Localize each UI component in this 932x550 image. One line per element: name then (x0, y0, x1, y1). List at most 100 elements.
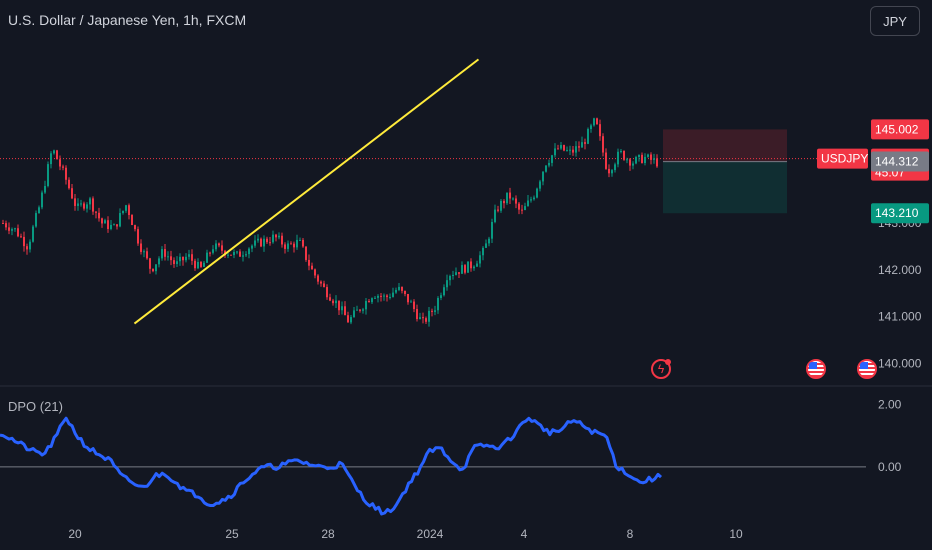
candle-body (389, 296, 391, 298)
candle-body (512, 198, 514, 200)
candle-body (248, 248, 250, 255)
candle-body (551, 155, 553, 163)
candle-body (302, 239, 304, 247)
candle-body (305, 246, 307, 260)
candle-body (293, 243, 295, 248)
candle-body (278, 235, 280, 238)
candle-body (212, 249, 214, 253)
stop-loss-zone (663, 129, 787, 162)
candle-body (254, 240, 256, 246)
candle-body (113, 224, 115, 226)
candle-body (68, 179, 70, 189)
candle-body (182, 256, 184, 261)
candle-body (5, 223, 7, 228)
candle-body (146, 251, 148, 259)
candle-body (452, 274, 454, 277)
candle-body (89, 198, 91, 205)
candle-body (110, 224, 112, 229)
candle-body (419, 317, 421, 320)
us-flag-event-icon[interactable] (857, 359, 877, 379)
candle-body (140, 243, 142, 252)
candle-body (614, 164, 616, 171)
target-price-label: 143.210 (875, 206, 919, 220)
candle-body (215, 243, 217, 250)
candle-body (161, 249, 163, 259)
candle-body (611, 170, 613, 174)
candle-body (101, 218, 103, 224)
candle-body (77, 203, 79, 206)
candle-body (65, 167, 67, 180)
candle-body (47, 164, 49, 187)
candle-body (338, 300, 340, 311)
symbol-tag-bg (817, 148, 868, 169)
currency-button[interactable]: JPY (870, 6, 920, 36)
candle-body (188, 254, 190, 257)
candle-body (563, 145, 565, 151)
candle-body (236, 251, 238, 253)
candle-body (275, 234, 277, 238)
candle-body (26, 246, 28, 250)
candle-body (656, 158, 658, 167)
candle-body (398, 286, 400, 290)
candle-body (644, 156, 646, 164)
candle-body (128, 205, 130, 215)
candle-body (356, 309, 358, 311)
candle-body (539, 181, 541, 189)
candle-body (191, 254, 193, 261)
candle-body (131, 214, 133, 226)
candle-body (518, 203, 520, 210)
candle-body (584, 142, 586, 144)
candle-body (464, 265, 466, 273)
time-tick-label: 25 (225, 527, 239, 541)
candle-body (227, 254, 229, 256)
candle-body (362, 309, 364, 311)
candle-body (347, 315, 349, 323)
candle-body (422, 317, 424, 319)
candle-body (608, 168, 610, 174)
candle-body (86, 204, 88, 209)
candle-body (20, 236, 22, 238)
time-tick-label: 2024 (417, 527, 444, 541)
candle-body (542, 171, 544, 182)
candle-body (605, 152, 607, 169)
candle-body (50, 153, 52, 165)
flash-icon[interactable]: ϟ (651, 359, 671, 379)
candle-body (407, 293, 409, 303)
candle-body (479, 255, 481, 264)
candle-body (71, 188, 73, 199)
candle-body (527, 200, 529, 207)
candle-body (197, 261, 199, 269)
candle-body (116, 224, 118, 227)
alert-dot (665, 359, 671, 365)
time-tick-label: 8 (627, 527, 634, 541)
candle-body (221, 245, 223, 251)
price-tick-label: 141.000 (878, 310, 922, 324)
candle-body (467, 261, 469, 273)
candle-body (242, 255, 244, 257)
candle-body (194, 260, 196, 269)
candle-body (299, 239, 301, 241)
dpo-indicator-label[interactable]: DPO (21) (8, 399, 63, 414)
candle-body (566, 150, 568, 152)
candle-body (152, 268, 154, 272)
candle-body (434, 310, 436, 312)
candle-body (383, 295, 385, 297)
candle-body (164, 249, 166, 257)
candle-body (458, 272, 460, 274)
candle-body (497, 209, 499, 211)
candle-body (209, 252, 211, 254)
candle-body (641, 154, 643, 164)
candle-body (104, 220, 106, 224)
candle-body (59, 159, 61, 167)
candle-body (314, 269, 316, 276)
candle-body (500, 200, 502, 211)
us-flag-event-icon[interactable] (806, 359, 826, 379)
candle-body (185, 256, 187, 261)
candle-body (524, 206, 526, 210)
candle-body (125, 205, 127, 211)
candle-body (437, 298, 439, 311)
candle-body (218, 243, 220, 246)
candle-body (476, 263, 478, 267)
dpo-series-line (0, 416, 663, 516)
candle-body (569, 149, 571, 151)
